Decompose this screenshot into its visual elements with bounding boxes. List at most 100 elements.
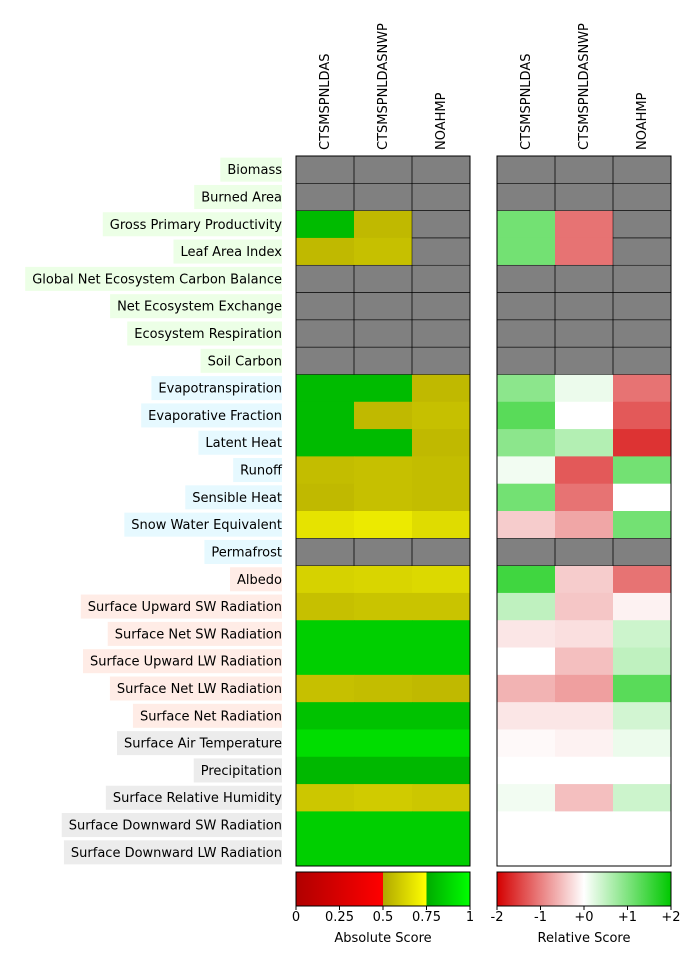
relative-cell: [497, 183, 556, 212]
absolute-cell: [296, 183, 355, 212]
absolute-cell: [296, 620, 355, 649]
absolute-column-header: CTSMSPNLDAS: [318, 54, 333, 150]
row-label-background: [194, 184, 282, 209]
row-label: Surface Air Temperature: [117, 731, 282, 756]
relative-cell: [613, 456, 672, 485]
absolute-cell: [296, 511, 355, 539]
row-label-background: [127, 321, 282, 346]
row-label-text: Global Net Ecosystem Carbon Balance: [32, 272, 282, 287]
row-label-background: [82, 649, 282, 674]
absolute-colorbar-tick-label: 0: [292, 910, 300, 925]
absolute-cell: [412, 784, 471, 812]
relative-cell: [613, 511, 672, 539]
row-label-text: Albedo: [237, 573, 282, 588]
row-label-text: Latent Heat: [205, 436, 282, 451]
row-label-text: Biomass: [227, 163, 282, 178]
row-labels: Biomass Burned Area Gross Primary Producti…: [25, 157, 283, 865]
absolute-cell: [354, 592, 413, 621]
relative-cell: [497, 292, 556, 321]
row-label-text: Evaporative Fraction: [148, 409, 282, 424]
row-label: Surface Downward LW Radiation: [63, 840, 282, 865]
absolute-cell: [354, 729, 413, 758]
absolute-cell: [296, 347, 355, 375]
absolute-heatmap-frame: [295, 155, 471, 867]
row-label-text: Ecosystem Respiration: [134, 327, 282, 342]
relative-cell: [555, 647, 614, 676]
relative-cell: [555, 620, 614, 649]
row-label: Surface Downward SW Radiation: [61, 813, 282, 838]
absolute-cell: [296, 838, 355, 867]
relative-cell: [555, 811, 614, 840]
row-label: Sensible Heat: [185, 485, 282, 510]
absolute-cell: [296, 401, 355, 430]
row-label: Permafrost: [204, 539, 282, 564]
absolute-cell: [354, 292, 413, 321]
relative-cell: [613, 565, 672, 594]
relative-heatmap-frame: [496, 155, 672, 867]
row-label-background: [193, 758, 282, 783]
row-label-text: Soil Carbon: [208, 354, 282, 369]
absolute-cell: [354, 756, 413, 785]
relative-cell: [555, 156, 614, 184]
relative-heatmap-cells: [497, 156, 672, 867]
row-label-text: Surface Net Radiation: [140, 709, 282, 724]
absolute-colorbar-tick-label: 0.75: [412, 910, 441, 925]
row-label-background: [185, 485, 282, 510]
absolute-cell: [412, 210, 471, 239]
relative-cell: [497, 347, 556, 375]
absolute-cell: [354, 347, 413, 375]
absolute-cell: [354, 784, 413, 812]
relative-cell: [555, 265, 614, 294]
row-label: Gross Primary Productivity: [102, 212, 282, 237]
absolute-column-header: NOAHMP: [434, 92, 449, 150]
row-label: Surface Relative Humidity: [105, 785, 282, 810]
row-label-text: Surface Upward SW Radiation: [88, 600, 282, 615]
absolute-cell: [354, 156, 413, 184]
row-label-text: Leaf Area Index: [180, 245, 282, 260]
row-label-background: [233, 458, 282, 483]
row-label: Burned Area: [194, 184, 282, 209]
absolute-cell: [412, 565, 471, 594]
row-label: Runoff: [233, 458, 283, 483]
relative-cell: [497, 784, 556, 812]
relative-cell: [555, 237, 614, 266]
relative-cell: [497, 592, 556, 621]
relative-cell: [497, 620, 556, 649]
relative-cell: [613, 265, 672, 294]
absolute-colorbar-label: Absolute Score: [334, 931, 431, 946]
relative-cell: [555, 729, 614, 758]
row-label: Net Ecosystem Exchange: [110, 294, 282, 319]
relative-cell: [555, 429, 614, 457]
absolute-cell: [296, 756, 355, 785]
row-label-background: [80, 594, 282, 619]
row-label-background: [102, 212, 282, 237]
absolute-cell: [412, 756, 471, 785]
relative-cell: [497, 729, 556, 758]
relative-score-panel: CTSMSPNLDAS CTSMSPNLDASNWP NOAHMP: [496, 23, 672, 867]
relative-cell: [555, 592, 614, 621]
row-label-background: [107, 621, 282, 646]
relative-cell: [555, 374, 614, 403]
relative-colorbar: -2 -1 +0 +1 +2 Relative Score: [491, 871, 681, 946]
relative-cell: [555, 674, 614, 703]
row-label: Ecosystem Respiration: [127, 321, 282, 346]
relative-cell: [497, 511, 556, 539]
row-label-text: Surface Net LW Radiation: [117, 682, 282, 697]
absolute-colorbar-ticks: 0 0.25 0.5 0.75 1: [292, 906, 474, 925]
relative-cell: [613, 702, 672, 730]
relative-cell: [497, 374, 556, 403]
absolute-cell: [412, 483, 471, 512]
absolute-cell: [296, 265, 355, 294]
relative-colorbar-gradient: [496, 871, 672, 907]
relative-cell: [555, 511, 614, 539]
relative-cell: [497, 401, 556, 430]
relative-cell: [555, 319, 614, 348]
relative-cell: [497, 647, 556, 676]
row-label-background: [63, 840, 282, 865]
row-label-background: [230, 567, 282, 592]
absolute-cell: [412, 183, 471, 212]
row-label: Precipitation: [193, 758, 282, 783]
absolute-cell: [354, 429, 413, 457]
absolute-colorbar: 0 0.25 0.5 0.75 1 Absolute Score: [292, 871, 474, 946]
